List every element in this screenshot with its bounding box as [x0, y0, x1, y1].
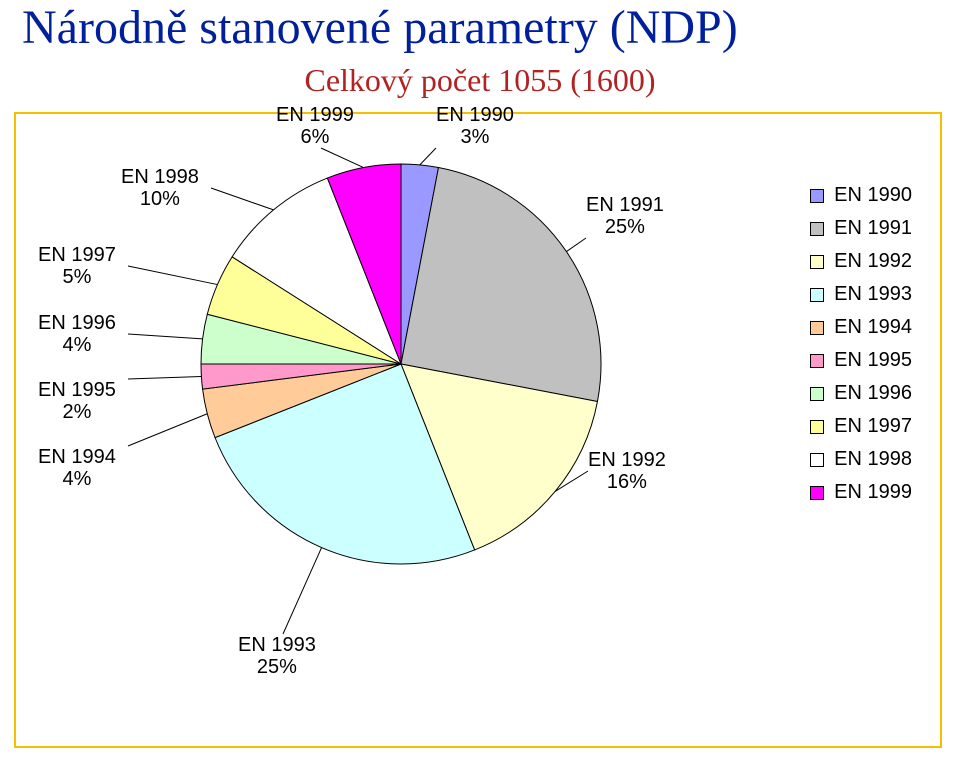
- legend-swatch: [810, 453, 824, 467]
- slice-label-value: 2%: [38, 401, 116, 423]
- slice-label-value: 6%: [276, 126, 354, 148]
- legend-label: EN 1994: [834, 316, 912, 339]
- slice-label: EN 199216%: [588, 449, 666, 493]
- leader-line: [211, 188, 274, 210]
- legend-swatch: [810, 222, 824, 236]
- slice-label-name: EN 1994: [38, 446, 116, 468]
- slice-label-value: 25%: [586, 216, 664, 238]
- legend-swatch: [810, 288, 824, 302]
- legend-label: EN 1995: [834, 349, 912, 372]
- legend-item: EN 1994: [810, 316, 912, 339]
- legend-swatch: [810, 255, 824, 269]
- legend-swatch: [810, 354, 824, 368]
- legend-swatch: [810, 420, 824, 434]
- slice-label-name: EN 1999: [276, 104, 354, 126]
- leader-line: [566, 238, 586, 252]
- page-subtitle: Celkový počet 1055 (1600): [0, 62, 960, 99]
- legend-item: EN 1993: [810, 283, 912, 306]
- legend-label: EN 1993: [834, 283, 912, 306]
- leader-line: [420, 148, 436, 165]
- legend-label: EN 1997: [834, 415, 912, 438]
- slice-label: EN 199810%: [121, 166, 199, 210]
- slice-label-name: EN 1992: [588, 449, 666, 471]
- slice-label: EN 19996%: [276, 104, 354, 148]
- legend-item: EN 1997: [810, 415, 912, 438]
- legend-label: EN 1990: [834, 184, 912, 207]
- leader-line: [128, 414, 207, 446]
- slice-label-name: EN 1993: [238, 634, 316, 656]
- leader-line: [128, 266, 217, 285]
- legend-swatch: [810, 486, 824, 500]
- slice-label: EN 199325%: [238, 634, 316, 678]
- leader-line: [321, 148, 364, 168]
- leader-line: [283, 548, 322, 634]
- legend-label: EN 1996: [834, 382, 912, 405]
- slice-label-name: EN 1995: [38, 379, 116, 401]
- slice-label-value: 3%: [436, 126, 514, 148]
- slice-label: EN 19903%: [436, 104, 514, 148]
- legend-label: EN 1992: [834, 250, 912, 273]
- legend: EN 1990 EN 1991 EN 1992 EN 1993 EN 1994 EN 19…: [810, 184, 912, 514]
- pie-chart: EN 19903%EN 199125%EN 199216%EN 199325%E…: [16, 114, 940, 746]
- legend-swatch: [810, 189, 824, 203]
- slice-label-name: EN 1996: [38, 312, 116, 334]
- slice-label-name: EN 1997: [38, 244, 116, 266]
- legend-swatch: [810, 387, 824, 401]
- legend-item: EN 1996: [810, 382, 912, 405]
- slice-label-name: EN 1990: [436, 104, 514, 126]
- legend-item: EN 1992: [810, 250, 912, 273]
- legend-item: EN 1999: [810, 481, 912, 504]
- slide: Národně stanovené parametry (NDP) Celkov…: [0, 0, 960, 767]
- legend-swatch: [810, 321, 824, 335]
- slice-label: EN 19952%: [38, 379, 116, 423]
- slice-label-name: EN 1991: [586, 194, 664, 216]
- slice-label: EN 19964%: [38, 312, 116, 356]
- legend-item: EN 1998: [810, 448, 912, 471]
- slice-label: EN 19975%: [38, 244, 116, 288]
- slice-label-value: 5%: [38, 266, 116, 288]
- legend-label: EN 1998: [834, 448, 912, 471]
- slice-label: EN 19944%: [38, 446, 116, 490]
- page-title: Národně stanovené parametry (NDP): [0, 0, 960, 55]
- legend-item: EN 1991: [810, 217, 912, 240]
- legend-label: EN 1999: [834, 481, 912, 504]
- leader-line: [128, 377, 201, 379]
- slice-label: EN 199125%: [586, 194, 664, 238]
- slice-label-name: EN 1998: [121, 166, 199, 188]
- slice-label-value: 4%: [38, 468, 116, 490]
- legend-item: EN 1995: [810, 349, 912, 372]
- chart-frame: EN 19903%EN 199125%EN 199216%EN 199325%E…: [14, 112, 942, 748]
- slice-label-value: 4%: [38, 334, 116, 356]
- slice-label-value: 10%: [121, 188, 199, 210]
- legend-label: EN 1991: [834, 217, 912, 240]
- slice-label-value: 25%: [238, 656, 316, 678]
- slice-label-value: 16%: [588, 471, 666, 493]
- legend-item: EN 1990: [810, 184, 912, 207]
- leader-line: [128, 334, 203, 339]
